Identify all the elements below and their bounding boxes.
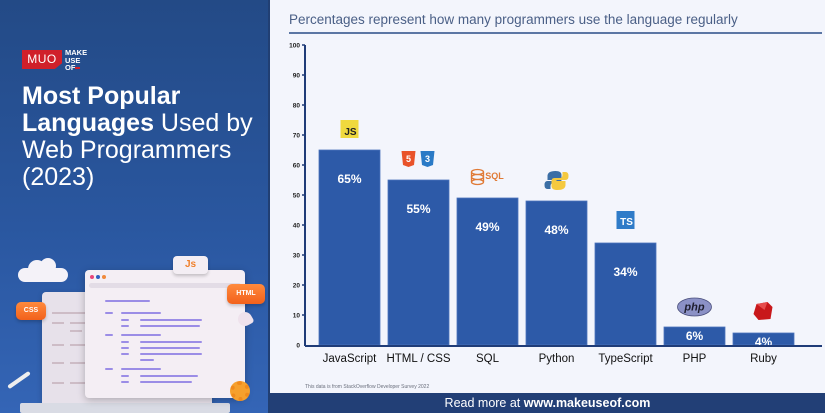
logo-word-of: OF — [65, 63, 76, 73]
cloud-icon — [18, 258, 68, 282]
y-tick-label: 20 — [293, 283, 301, 290]
js-badge: Js — [173, 256, 208, 274]
y-tick-label: 30 — [293, 253, 301, 260]
data-label: 49% — [475, 220, 499, 234]
javascript-logo-icon: JS — [340, 120, 359, 138]
y-tick-label: 100 — [289, 43, 300, 50]
data-label: 34% — [613, 265, 637, 279]
code-window-illustration — [85, 270, 245, 398]
bar-html-css — [387, 179, 450, 346]
subtitle-divider — [289, 32, 822, 34]
data-label: 55% — [406, 202, 430, 216]
footer-link[interactable]: www.makeuseof.com — [523, 396, 651, 410]
y-tick-label: 40 — [293, 223, 301, 230]
data-label: 6% — [686, 329, 704, 343]
left-panel: MUO MAKE USE OF Most Popular Languages U… — [0, 0, 270, 413]
bar-sql — [456, 197, 519, 346]
source-note: This data is from StackOverflow Develope… — [305, 384, 430, 390]
logo-word-use: USE — [65, 55, 81, 65]
sql-database-logo-icon: SQL — [470, 168, 504, 186]
y-tick-label: 90 — [293, 73, 301, 80]
logo-dash — [75, 67, 81, 70]
title-line4: (2023) — [22, 163, 95, 191]
title-line2-light: Used by — [153, 109, 253, 137]
logo-word-make: MAKE — [65, 48, 88, 57]
html-badge: HTML — [227, 284, 265, 304]
y-tick-label: 10 — [293, 313, 301, 320]
footer-bar: Read more at www.makeuseof.com — [270, 393, 825, 413]
bar-typescript — [594, 242, 657, 346]
svg-text:TS: TS — [620, 217, 633, 228]
data-label: 48% — [544, 223, 568, 237]
chart-subtitle: Percentages represent how many programme… — [289, 12, 738, 27]
php-logo-icon: php — [677, 297, 712, 317]
python-logo-icon — [544, 171, 569, 190]
x-tick-label: PHP — [683, 353, 707, 365]
x-tick-label: Ruby — [750, 353, 777, 365]
x-tick-label: TypeScript — [598, 353, 653, 365]
x-tick-label: HTML / CSS — [386, 353, 450, 365]
y-tick-label: 50 — [293, 193, 301, 200]
logo-words: MAKE USE OF — [65, 49, 105, 72]
svg-text:JS: JS — [344, 127, 357, 138]
page-title: Most Popular Languages Used by Web Progr… — [22, 82, 268, 191]
x-tick-label: SQL — [476, 353, 500, 365]
y-tick-label: 60 — [293, 163, 301, 170]
svg-text:SQL: SQL — [485, 171, 504, 181]
bar-python — [525, 200, 588, 346]
gear-icon — [230, 381, 250, 401]
svg-text:5: 5 — [406, 154, 411, 164]
y-tick-label: 70 — [293, 133, 301, 140]
css-badge: CSS — [16, 302, 46, 320]
ruby-logo-icon — [753, 302, 773, 320]
bar-javascript — [318, 149, 381, 346]
y-tick-label: 0 — [296, 343, 300, 350]
y-tick-label: 80 — [293, 103, 301, 110]
laptop-base-illustration — [20, 403, 230, 413]
typescript-logo-icon: TS — [616, 211, 635, 229]
title-line2-bold: Languages — [22, 109, 154, 137]
x-tick-label: Python — [539, 353, 575, 365]
title-line3: Web Programmers — [22, 136, 232, 164]
title-line1: Most Popular — [22, 82, 181, 110]
svg-text:3: 3 — [425, 154, 430, 164]
x-tick-label: JavaScript — [323, 353, 377, 365]
data-label: 65% — [337, 172, 361, 186]
svg-text:php: php — [683, 302, 704, 314]
footer-prefix: Read more at — [444, 396, 524, 410]
logo-mark: MUO — [22, 50, 62, 69]
